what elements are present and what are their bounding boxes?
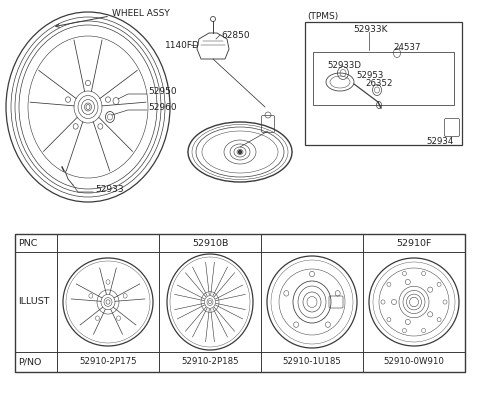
Text: WHEEL ASSY: WHEEL ASSY	[112, 9, 170, 18]
Text: 52933: 52933	[95, 184, 124, 193]
Bar	[305, 22, 462, 145]
Text: 52933K: 52933K	[353, 26, 387, 35]
Text: 52953: 52953	[356, 72, 384, 81]
Text: 52934: 52934	[426, 136, 454, 145]
Text: 52950: 52950	[148, 87, 177, 96]
Text: 52960: 52960	[148, 103, 177, 112]
Text: 52910-0W910: 52910-0W910	[384, 357, 444, 366]
Text: 26352: 26352	[365, 79, 393, 88]
Text: P/NO: P/NO	[18, 357, 41, 366]
Text: 52933D: 52933D	[327, 61, 361, 70]
Text: ILLUST: ILLUST	[18, 298, 49, 306]
Text: 52910-2P185: 52910-2P185	[181, 357, 239, 366]
Circle shape	[239, 151, 241, 153]
Text: 52910-2P175: 52910-2P175	[79, 357, 137, 366]
Text: PNC: PNC	[18, 239, 37, 247]
Text: 52910F: 52910F	[396, 239, 432, 247]
Bar	[313, 52, 454, 105]
Text: (TPMS): (TPMS)	[307, 11, 338, 20]
Text: 52910B: 52910B	[192, 239, 228, 247]
Text: 24537: 24537	[393, 42, 420, 52]
Bar	[15, 234, 465, 372]
Text: 62850: 62850	[221, 31, 250, 39]
Text: 52910-1U185: 52910-1U185	[283, 357, 341, 366]
Text: 1140FD: 1140FD	[165, 41, 200, 50]
